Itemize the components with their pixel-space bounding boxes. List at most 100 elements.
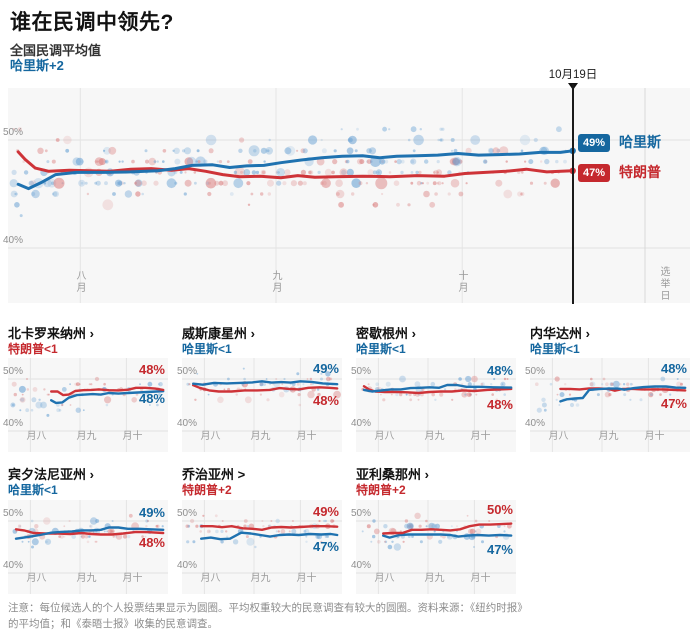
chart-canvas — [8, 500, 168, 594]
poll-dot — [347, 137, 353, 143]
month-label: 九月 — [270, 270, 281, 294]
state-chart-georgia: 50% 40% 八月 九月 十月 47% 49% — [177, 500, 342, 594]
poll-dot — [23, 170, 29, 175]
poll-dot — [356, 127, 359, 131]
poll-dots — [185, 514, 336, 549]
poll-dot — [390, 393, 393, 396]
y-axis-label-50: 50% — [351, 508, 372, 519]
month-label: 九月 — [74, 430, 95, 442]
poll-dot — [333, 149, 337, 153]
poll-dot — [496, 148, 501, 153]
poll-dot — [346, 168, 354, 176]
poll-dot — [381, 192, 384, 196]
y-axis-label-50: 50% — [177, 508, 198, 519]
poll-dot — [182, 149, 186, 153]
state-link-north-carolina[interactable]: 北卡罗来纳州 › — [8, 326, 94, 341]
state-link-georgia[interactable]: 乔治亚州 > — [182, 467, 246, 482]
poll-dot — [320, 138, 323, 142]
poll-dot — [372, 170, 377, 175]
state-link-wisconsin[interactable]: 威斯康星州 › — [182, 326, 255, 341]
poll-dot — [141, 192, 144, 196]
y-axis-label-50: 50% — [351, 366, 372, 377]
month-label: 十月 — [294, 430, 315, 442]
poll-dot — [275, 171, 278, 174]
poll-dot — [194, 398, 197, 401]
poll-dot — [555, 398, 558, 401]
poll-dot — [186, 540, 190, 544]
poll-dot — [95, 180, 101, 186]
trend-lines — [14, 526, 165, 540]
poll-dot — [440, 138, 444, 142]
poll-dot — [58, 408, 62, 412]
poll-dot — [262, 382, 266, 386]
poll-dot — [399, 375, 406, 383]
poll-dot — [437, 181, 442, 186]
poll-dot — [481, 540, 484, 544]
poll-dot — [141, 535, 144, 538]
state-link-nevada[interactable]: 内华达州 › — [530, 326, 590, 341]
poll-dot — [202, 514, 205, 517]
poll-dot — [248, 145, 260, 157]
poll-dot — [31, 189, 40, 199]
poll-dot — [367, 383, 370, 386]
poll-dot — [253, 149, 257, 153]
poll-dot — [190, 518, 195, 524]
poll-dot — [491, 393, 494, 396]
poll-dot — [432, 181, 437, 186]
poll-dot — [75, 157, 84, 166]
poll-dot — [326, 535, 329, 538]
trend-lines — [559, 385, 687, 403]
poll-dot — [648, 392, 654, 398]
poll-dot — [321, 148, 327, 154]
poll-dot — [388, 128, 391, 131]
poll-dot — [14, 202, 20, 208]
poll-dot — [366, 148, 372, 154]
poll-dot — [306, 378, 309, 380]
poll-dot — [13, 392, 17, 397]
poll-dot — [156, 524, 160, 528]
poll-dot — [377, 171, 380, 174]
poll-dot — [84, 534, 89, 539]
poll-dot — [333, 390, 341, 399]
poll-dot — [324, 168, 332, 176]
y-axis-label-40: 40% — [351, 418, 372, 429]
poll-dot — [335, 179, 343, 187]
poll-dot — [276, 168, 285, 177]
poll-dot — [21, 393, 24, 396]
poll-dot — [261, 520, 264, 522]
poll-dot — [311, 383, 314, 386]
poll-dot — [568, 393, 572, 396]
poll-dot — [139, 383, 141, 386]
poll-dot — [68, 520, 71, 522]
poll-dot — [206, 529, 211, 534]
poll-dot — [405, 393, 408, 396]
state-link-pennsylvania[interactable]: 宾夕法尼亚州 › — [8, 467, 94, 482]
poll-dot — [43, 517, 51, 525]
poll-dot — [19, 214, 23, 218]
state-link-arizona[interactable]: 亚利桑那州 › — [356, 467, 429, 482]
chart-canvas — [356, 358, 516, 452]
poll-dot — [186, 382, 190, 386]
poll-dot — [495, 398, 499, 402]
arizona-harris-value: 47% — [486, 542, 513, 557]
nevada-trump-value: 47% — [660, 396, 687, 411]
poll-dot — [157, 383, 161, 386]
poll-dot — [255, 170, 260, 175]
poll-dot — [153, 160, 157, 163]
poll-dot — [247, 203, 251, 206]
poll-dot — [412, 149, 416, 153]
poll-dot — [370, 540, 373, 543]
poll-dot — [464, 393, 467, 396]
poll-dot — [192, 540, 196, 544]
poll-dot — [31, 545, 34, 549]
poll-dot — [44, 149, 48, 153]
poll-dot — [227, 387, 231, 391]
harris-trend-line — [362, 383, 513, 393]
poll-dot — [461, 391, 468, 398]
harris-trend-line — [382, 533, 513, 539]
poll-dot — [52, 192, 55, 196]
poll-dot — [305, 535, 308, 538]
state-link-michigan[interactable]: 密歇根州 › — [356, 326, 416, 341]
state-lead-nevada: 哈里斯<1 — [530, 341, 580, 356]
